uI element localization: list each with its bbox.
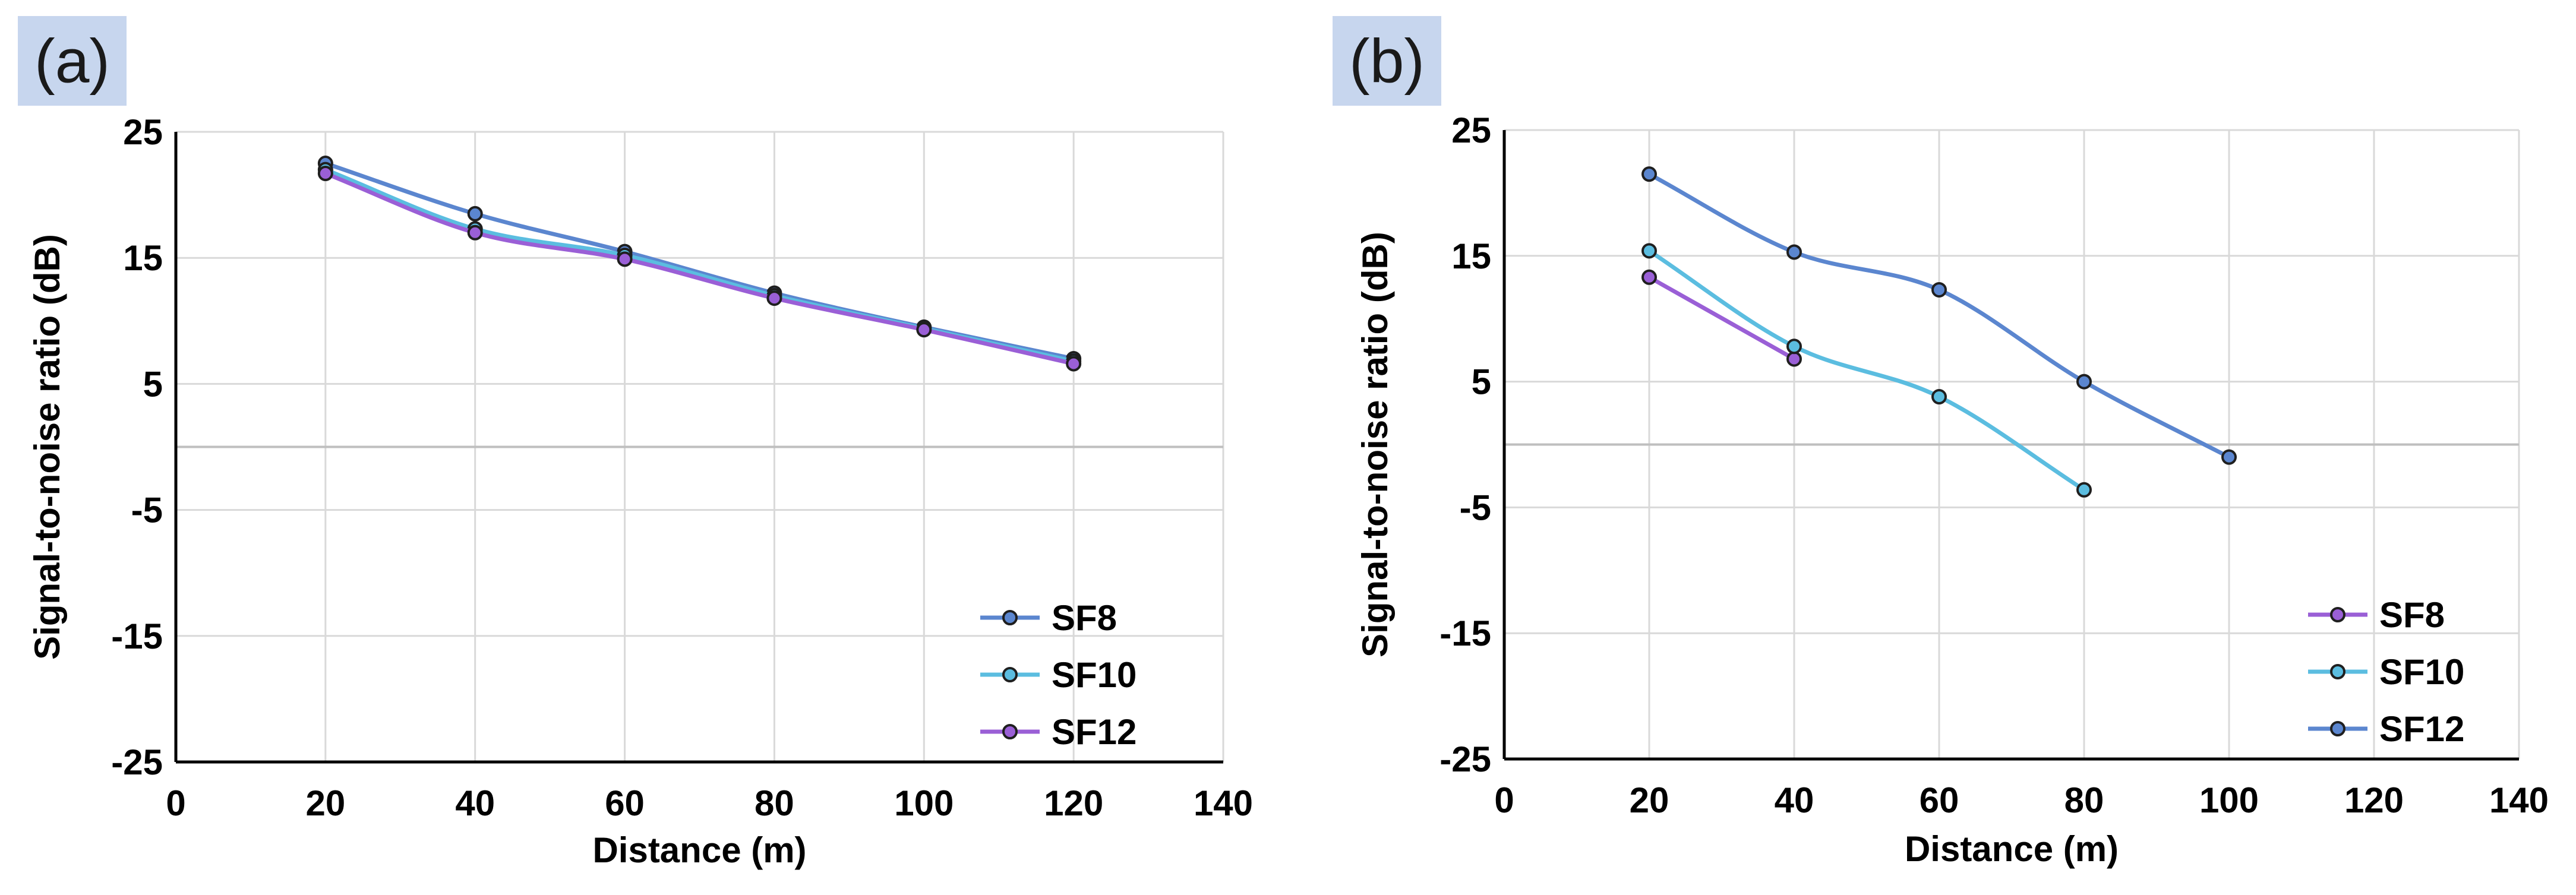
panel-label-box [18, 16, 127, 106]
x-tick-label: 40 [455, 783, 495, 823]
data-point-sf12 [2221, 449, 2237, 465]
data-point-sf12 [617, 251, 633, 267]
legend-label-sf8: SF8 [2379, 595, 2445, 635]
x-tick-label: 80 [2064, 780, 2104, 820]
x-tick-label: 80 [755, 783, 794, 823]
x-tick-label: 60 [605, 783, 645, 823]
data-point-sf12 [2076, 374, 2092, 390]
x-tick-label: 0 [166, 783, 185, 823]
data-point-sf12 [1786, 244, 1802, 260]
legend-label-sf10: SF10 [1052, 655, 1137, 695]
series-line-sf10 [1647, 248, 2086, 492]
y-tick-label: 5 [143, 364, 163, 404]
x-tick-label: 120 [1044, 783, 1103, 823]
legend: SF8 SF10 SF12 [2308, 595, 2464, 749]
y-tick-label: 15 [1451, 236, 1491, 276]
data-point-sf12 [1641, 166, 1657, 182]
legend-swatch-marker [2330, 607, 2345, 622]
chart-panel-b: (b) 25 15 5 -5 -15 -250 20 40 60 80 100 120 140 Distan… [1333, 16, 2549, 869]
y-axis-title: Signal-to-noise ratio (dB) [1355, 232, 1395, 657]
data-point-sf12 [766, 290, 782, 306]
data-point-sf12 [317, 166, 333, 182]
data-point-sf12 [1066, 356, 1082, 372]
data-point-sf8 [1786, 351, 1802, 367]
data-point-sf10 [1786, 339, 1802, 355]
x-tick-label: 140 [2489, 780, 2549, 820]
data-point-sf10 [1931, 389, 1947, 405]
data-point-sf10 [1641, 243, 1657, 259]
y-tick-label: -25 [1439, 739, 1491, 779]
x-tick-label: 60 [1920, 780, 1959, 820]
legend: SF8 SF10 SF12 [980, 598, 1137, 752]
y-tick-label: 25 [1451, 110, 1491, 150]
panel-label: (b) [1349, 27, 1425, 96]
legend-swatch-marker [1002, 610, 1018, 625]
data-point-sf12 [467, 224, 483, 241]
y-tick-label: 5 [1472, 362, 1491, 402]
x-tick-label: 100 [2199, 780, 2259, 820]
legend-swatch-marker [2330, 721, 2345, 736]
legend-swatch-marker [1002, 724, 1018, 739]
x-tick-label: 140 [1194, 783, 1253, 823]
data-point-sf12 [1931, 282, 1947, 298]
x-tick-label: 20 [1630, 780, 1669, 820]
y-tick-label: 25 [123, 112, 163, 152]
x-axis-title: Distance (m) [1905, 829, 2119, 869]
y-tick-label: -25 [111, 742, 163, 782]
y-tick-label: -15 [1439, 613, 1491, 653]
panel-label: (a) [34, 27, 110, 96]
y-tick-label: -5 [131, 491, 163, 530]
legend-label-sf10: SF10 [2379, 652, 2464, 692]
data-point-sf12 [916, 322, 932, 338]
y-axis-title: Signal-to-noise ratio (dB) [27, 234, 67, 660]
legend-swatch-marker [2330, 664, 2345, 679]
legend-swatch-marker [1002, 667, 1018, 682]
y-tick-label: -5 [1460, 488, 1491, 527]
panel-label-box [1333, 16, 1441, 106]
series-line-sf12 [323, 171, 1076, 366]
legend-label-sf12: SF12 [1052, 712, 1137, 752]
x-tick-label: 20 [305, 783, 345, 823]
data-point-sf10 [2076, 482, 2092, 498]
x-axis-title: Distance (m) [592, 830, 806, 870]
legend-label-sf8: SF8 [1052, 598, 1117, 638]
x-tick-label: 40 [1775, 780, 1814, 820]
x-tick-label: 100 [894, 783, 954, 823]
chart-panel-a: (a) 25 15 5 -5 -15 -250 20 40 60 80 100 120 140 Distan… [18, 16, 1253, 870]
x-tick-label: 0 [1494, 780, 1514, 820]
y-tick-label: -15 [111, 616, 163, 656]
data-point-sf8 [467, 205, 483, 222]
y-tick-label: 15 [123, 238, 163, 278]
legend-label-sf12: SF12 [2379, 709, 2464, 749]
x-tick-label: 120 [2344, 780, 2404, 820]
data-point-sf8 [1641, 269, 1657, 285]
series-line-sf8 [1647, 275, 1797, 361]
